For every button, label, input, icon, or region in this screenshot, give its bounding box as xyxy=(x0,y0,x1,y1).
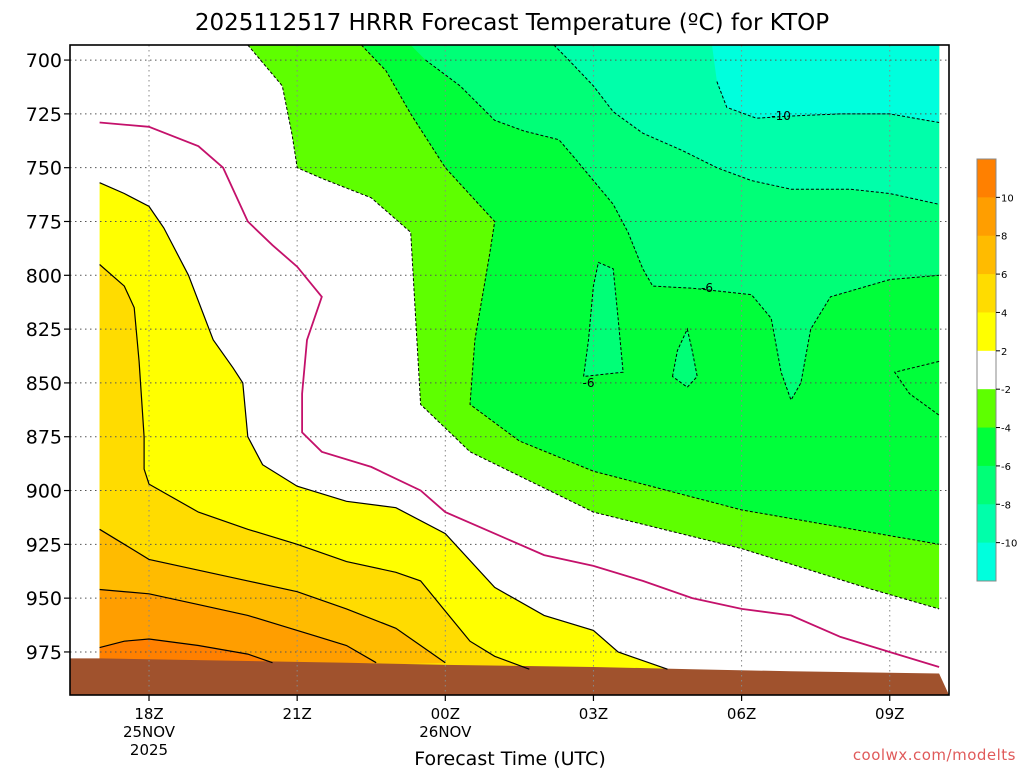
x-tick-date-00Z: 26NOV xyxy=(419,723,472,741)
contour-lines xyxy=(99,45,940,670)
y-tick-label-700: 700 xyxy=(26,50,62,72)
ground-fill xyxy=(70,658,949,695)
grid-lines xyxy=(70,45,949,695)
x-tick-date-18Z: 25NOV xyxy=(123,723,176,741)
colorbar: 10 8 6 4 2 -2 -4 -6 -8 -10 xyxy=(976,158,1017,582)
x-axis-label: Forecast Time (UTC) xyxy=(414,748,605,768)
y-tick-label-725: 725 xyxy=(26,104,62,126)
plot-frame xyxy=(69,44,950,696)
y-tick-label-950: 950 xyxy=(26,588,62,610)
colorbar-band-10-to-12 xyxy=(977,159,996,198)
y-tick-label-825: 825 xyxy=(26,319,62,341)
colorbar-label-3: 4 xyxy=(1001,308,1007,319)
contour-line--4-1 xyxy=(361,45,940,545)
colorbar-label-1: 8 xyxy=(1001,232,1007,243)
plot-area: -10 -6 -6 xyxy=(70,45,949,695)
contour-label-2: -6 xyxy=(583,376,595,390)
colorbar-band--10-to--8 xyxy=(977,504,996,544)
colorbar-label-9: -10 xyxy=(1001,539,1017,550)
colorbar-band--4-to--2 xyxy=(977,389,996,429)
contour-line-8-12 xyxy=(99,588,377,664)
colorbar-label-8: -8 xyxy=(1001,500,1011,511)
x-tick-label-21Z: 21Z xyxy=(282,705,311,723)
y-tick-label-900: 900 xyxy=(26,481,62,503)
contour-line--8-6 xyxy=(553,45,940,205)
x-tick-label-00Z: 00Z xyxy=(431,705,460,723)
ground-layer xyxy=(70,658,949,695)
x-tick-label-18Z: 18Z xyxy=(134,705,163,723)
colorbar-band-2-to-4 xyxy=(977,312,996,352)
temperature-region-4-8 xyxy=(99,264,530,674)
y-tick-label-850: 850 xyxy=(26,373,62,395)
contour-line-0-8 xyxy=(99,121,940,668)
colorbar-band--2-to-2 xyxy=(977,350,996,390)
y-axis: 700 725 750 775 800 825 850 875 900 925 950 975 xyxy=(26,50,70,664)
contour-line--6-4 xyxy=(583,261,624,378)
x-tick-label-09Z: 09Z xyxy=(875,705,904,723)
credit-link[interactable]: coolwx.com/modelts xyxy=(853,746,1016,764)
x-tick-label-03Z: 03Z xyxy=(579,705,608,723)
contour-line--6-5 xyxy=(671,327,698,388)
contour-line--4-2 xyxy=(893,360,940,416)
contour-label-0: -10 xyxy=(771,109,791,123)
contour-line-10-13 xyxy=(99,638,273,664)
y-tick-label-775: 775 xyxy=(26,211,62,233)
colorbar-band--12-to--10 xyxy=(977,542,996,582)
contour-line-4-10 xyxy=(99,264,530,670)
x-tick-label-06Z: 06Z xyxy=(727,705,756,723)
x-tick-year-18Z: 2025 xyxy=(130,741,168,759)
y-tick-label-975: 975 xyxy=(26,642,62,664)
colorbar-band--6-to--4 xyxy=(977,427,996,467)
y-tick-label-925: 925 xyxy=(26,534,62,556)
y-tick-label-800: 800 xyxy=(26,265,62,287)
y-tick-label-750: 750 xyxy=(26,158,62,180)
contour-line--10-7 xyxy=(716,81,940,123)
contour-label-1: -6 xyxy=(701,281,713,295)
colorbar-label-6: -4 xyxy=(1001,424,1011,435)
colorbar-band--8-to--6 xyxy=(977,465,996,505)
temperature-region--6-4 xyxy=(672,329,698,388)
colorbar-label-5: -2 xyxy=(1001,385,1011,396)
temperature-region--10-6 xyxy=(712,45,940,123)
temperature-fill-regions xyxy=(99,45,940,674)
chart-title: 2025112517 HRRR Forecast Temperature (ºC… xyxy=(195,10,829,36)
colorbar-label-4: 2 xyxy=(1001,347,1007,358)
contour-labels: -10 -6 -6 xyxy=(583,109,791,390)
colorbar-frame xyxy=(976,158,997,582)
colorbar-band-4-to-6 xyxy=(977,274,996,313)
colorbar-band-8-to-10 xyxy=(977,197,996,237)
contour-line-6-11 xyxy=(99,528,446,664)
colorbar-label-2: 6 xyxy=(1001,270,1007,281)
y-tick-label-875: 875 xyxy=(26,427,62,449)
colorbar-label-7: -6 xyxy=(1001,462,1011,473)
contour-line-2-9 xyxy=(99,182,668,670)
colorbar-label-0: 10 xyxy=(1001,193,1014,204)
colorbar-band-6-to-8 xyxy=(977,235,996,275)
